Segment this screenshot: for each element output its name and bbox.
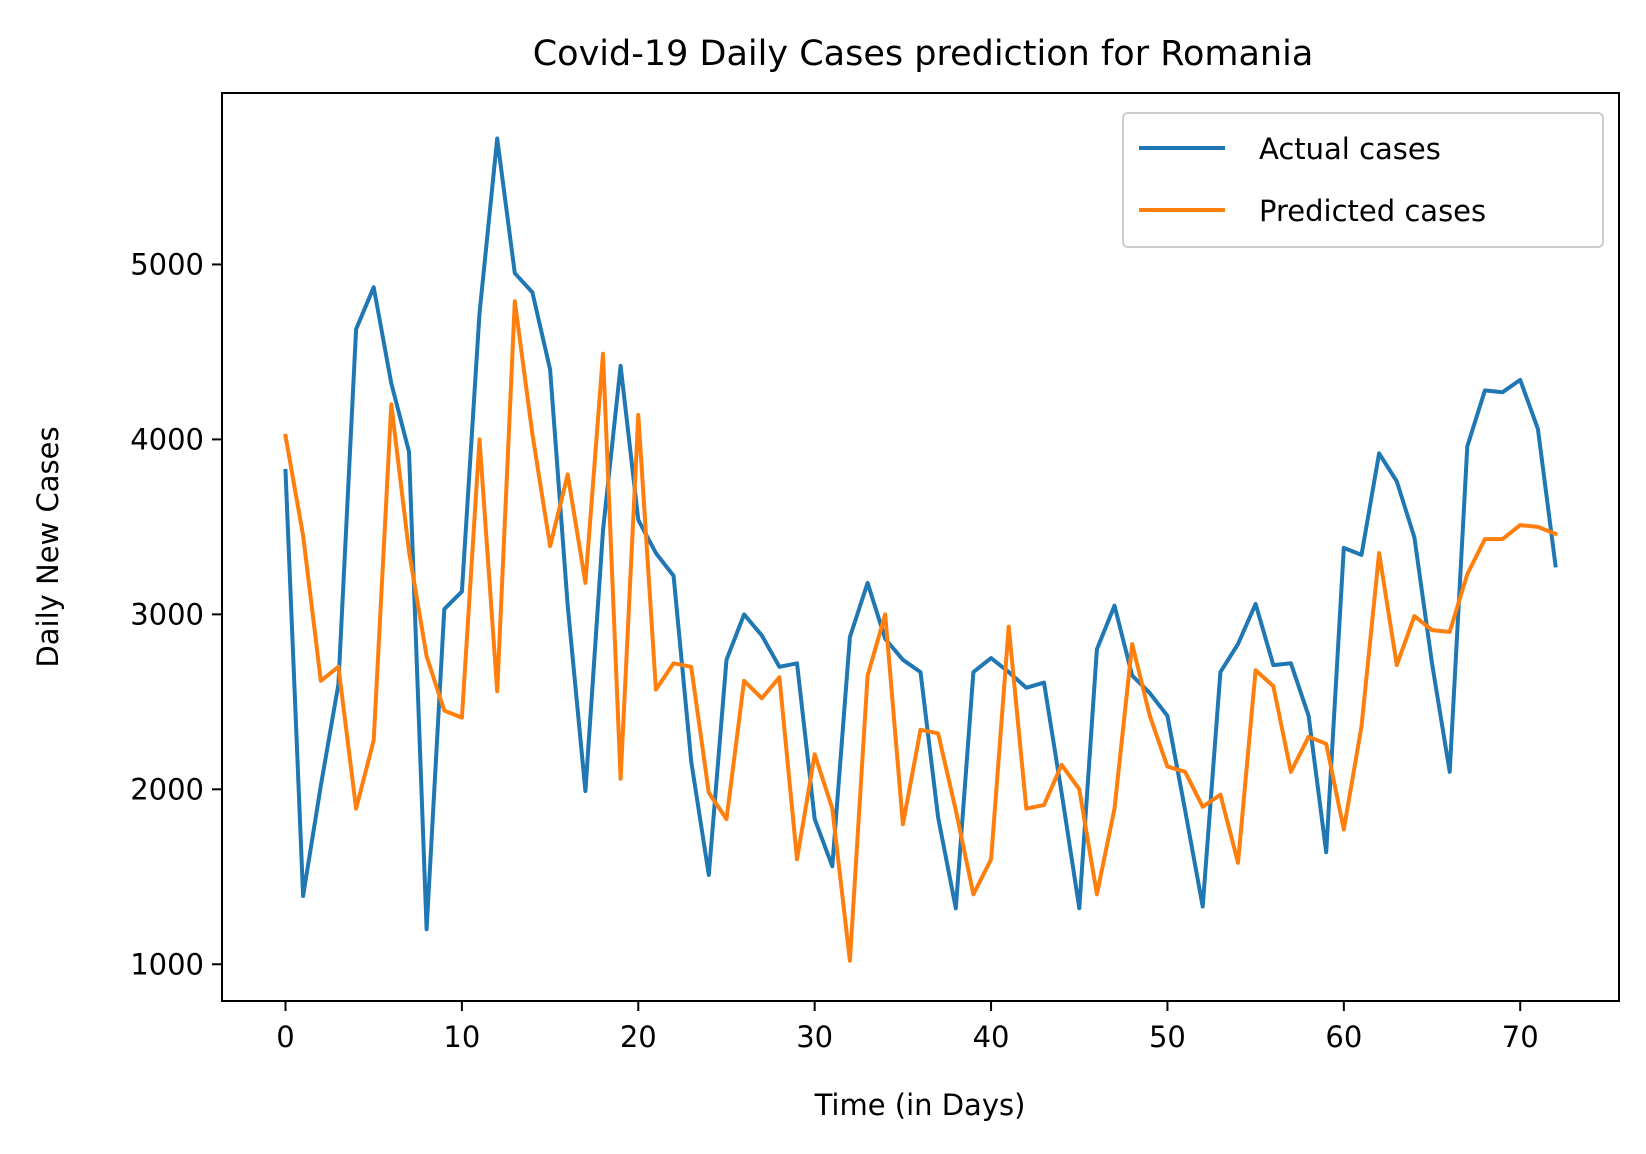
y-axis: 1000 2000 3000 4000 5000 bbox=[130, 247, 222, 981]
y-tick-label: 5000 bbox=[130, 247, 204, 281]
x-tick-label: 50 bbox=[1149, 1020, 1186, 1054]
x-tick-label: 60 bbox=[1325, 1020, 1362, 1054]
y-tick-label: 4000 bbox=[130, 422, 204, 456]
x-tick-label: 10 bbox=[443, 1020, 480, 1054]
x-tick-label: 20 bbox=[620, 1020, 657, 1054]
x-tick-label: 30 bbox=[796, 1020, 833, 1054]
series-line-actual bbox=[283, 136, 1558, 932]
x-tick-label: 40 bbox=[973, 1020, 1010, 1054]
x-tick-label: 0 bbox=[276, 1020, 294, 1054]
series-line-predicted bbox=[283, 299, 1559, 963]
y-tick-label: 2000 bbox=[130, 772, 204, 806]
x-axis-label: Time (in Days) bbox=[814, 1088, 1026, 1122]
plot-area bbox=[283, 136, 1559, 963]
y-tick-label: 3000 bbox=[130, 597, 204, 631]
legend-label-predicted: Predicted cases bbox=[1259, 194, 1486, 228]
x-tick-label: 70 bbox=[1502, 1020, 1539, 1054]
legend: Actual cases Predicted cases bbox=[1122, 112, 1604, 248]
legend-label-actual: Actual cases bbox=[1259, 132, 1441, 166]
chart-title: Covid-19 Daily Cases prediction for Roma… bbox=[533, 34, 1314, 74]
axes-frame bbox=[221, 92, 1620, 1002]
y-axis-label: Daily New Cases bbox=[31, 426, 65, 667]
x-axis: 0 10 20 30 40 50 60 70 bbox=[276, 1001, 1539, 1054]
y-tick-label: 1000 bbox=[130, 947, 204, 981]
legend-box bbox=[1122, 112, 1604, 248]
